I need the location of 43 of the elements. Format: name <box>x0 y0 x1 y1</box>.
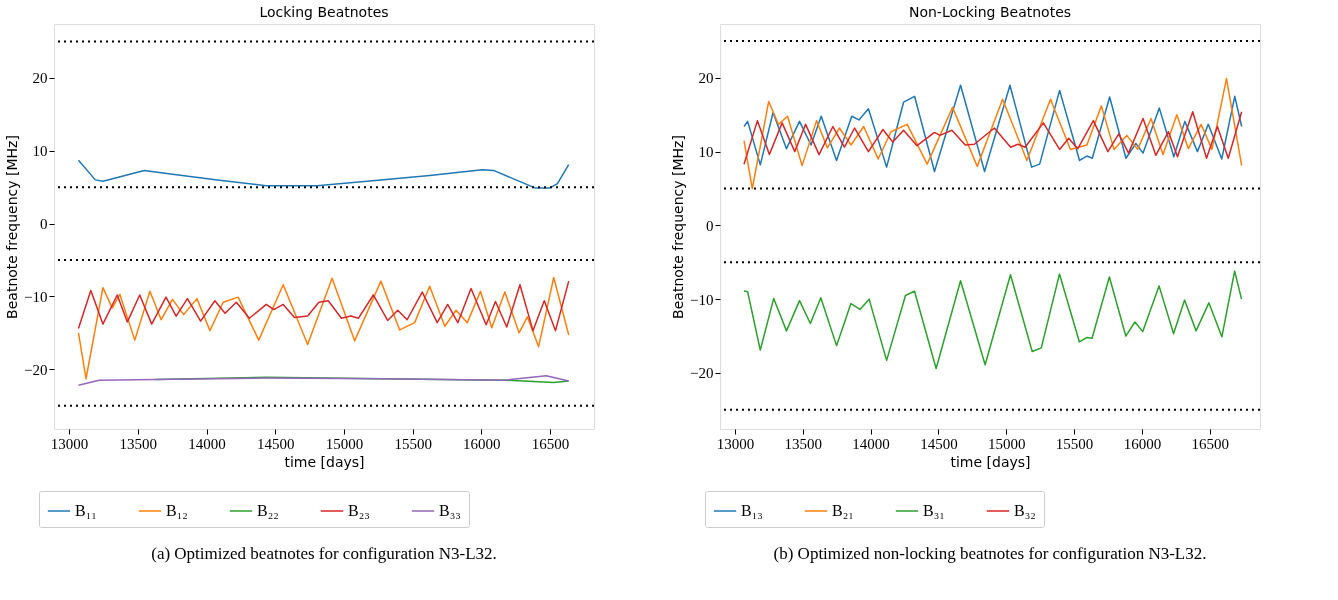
y-tick-label: 10 <box>32 143 48 160</box>
chart-title: Non-Locking Beatnotes <box>908 4 1072 20</box>
x-axis-title: time [days] <box>950 453 1031 470</box>
legend-label: B₃₃ <box>439 502 461 519</box>
legend-label: B₃₁ <box>923 502 945 519</box>
legend-label: B₁₁ <box>75 502 97 519</box>
y-axis-title: Beatnote frequency [MHz] <box>670 135 687 319</box>
legend-label: B₁₂ <box>166 502 188 519</box>
x-tick-label: 14000 <box>188 435 226 452</box>
y-axis-title: Beatnote frequency [MHz] <box>4 135 21 319</box>
y-tick-label: −20 <box>24 361 48 378</box>
y-tick-label: 20 <box>698 70 714 87</box>
legend-label: B₁₃ <box>741 502 763 519</box>
text: (b) Optimized non-locking beatnotes for configuration N3-L32. <box>773 544 1207 563</box>
y-tick-label: −10 <box>690 291 714 308</box>
x-tick-label: 16500 <box>1191 435 1230 452</box>
x-tick-label: 14500 <box>920 435 958 452</box>
x-tick-label: 16000 <box>1123 435 1162 452</box>
legend-label: B₂₁ <box>832 502 854 519</box>
x-tick-label: 14000 <box>852 435 890 452</box>
x-tick-label: 15000 <box>988 435 1026 452</box>
legend-label: B₃₂ <box>1014 502 1036 519</box>
x-tick-label: 16500 <box>531 435 570 452</box>
y-tick-label: −20 <box>690 365 714 382</box>
legend-label: B₂₃ <box>348 502 370 519</box>
x-axis-title: time [days] <box>284 453 365 470</box>
x-tick-label: 13500 <box>119 435 158 452</box>
y-tick-label: 0 <box>706 217 714 234</box>
x-tick-label: 14500 <box>256 435 295 452</box>
x-tick-label: 16000 <box>463 435 501 452</box>
x-tick-label: 15500 <box>394 435 432 452</box>
chart-title: Locking Beatnotes <box>259 4 389 20</box>
legend-label: B₂₂ <box>257 502 279 519</box>
x-tick-label: 13000 <box>716 435 755 452</box>
x-tick-label: 13500 <box>784 435 823 452</box>
y-tick-label: 10 <box>698 144 714 161</box>
x-tick-label: 13000 <box>50 435 89 452</box>
text: (a) Optimized beatnotes for configuration N3-L32. <box>151 544 497 563</box>
x-tick-label: 15500 <box>1055 435 1094 452</box>
y-tick-label: 20 <box>32 70 48 87</box>
y-tick-label: 0 <box>40 216 48 233</box>
y-tick-label: −10 <box>24 288 48 305</box>
x-tick-label: 15000 <box>325 435 364 452</box>
